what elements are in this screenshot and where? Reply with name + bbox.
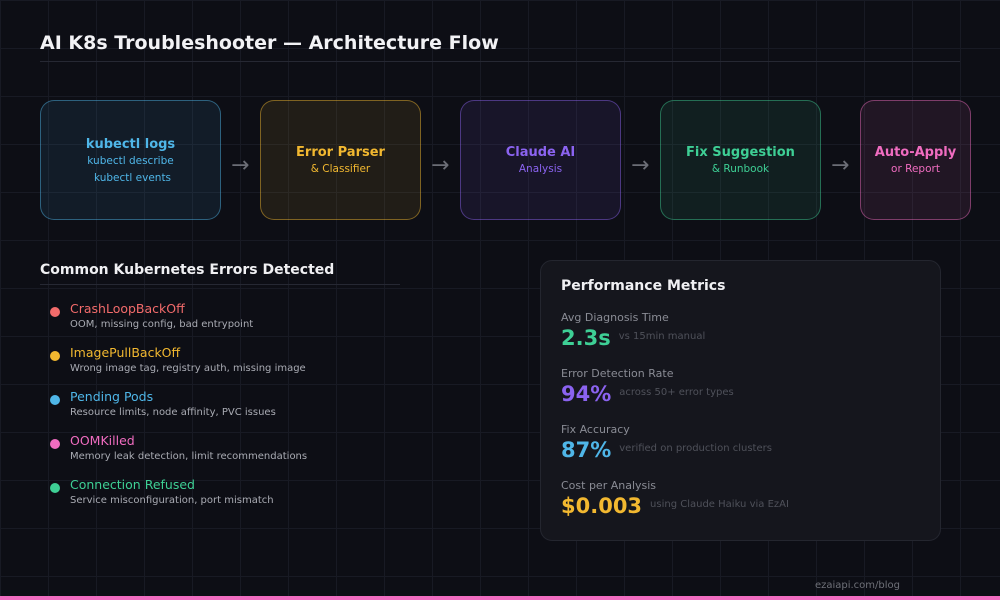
metric-label: Avg Diagnosis Time bbox=[561, 311, 669, 324]
arrow-icon: → bbox=[431, 153, 450, 178]
accent-bar bbox=[0, 596, 1000, 600]
status-dot-icon bbox=[50, 395, 60, 405]
metric: Cost per Analysis $0.003 using Claude Haik… bbox=[561, 479, 789, 518]
error-desc: OOM, missing config, bad entrypoint bbox=[70, 319, 254, 330]
metric-caption: across 50+ error types bbox=[619, 387, 734, 398]
error-name: ImagePullBackOff bbox=[70, 345, 181, 360]
flow-box-title: Auto-Apply bbox=[874, 145, 957, 160]
flow-box-line: & Runbook bbox=[711, 163, 770, 175]
metric-label: Fix Accuracy bbox=[561, 423, 630, 436]
flow-box-error-parser: Error Parser & Classifier bbox=[260, 100, 421, 220]
flow-box-title: Error Parser bbox=[296, 145, 385, 160]
metric: Avg Diagnosis Time 2.3s vs 15min manual bbox=[561, 311, 705, 350]
flow-box-line: or Report bbox=[891, 163, 940, 175]
error-name: Connection Refused bbox=[70, 477, 195, 492]
flow-box-fix-suggestion: Fix Suggestion & Runbook bbox=[660, 100, 821, 220]
performance-metrics-card: Performance Metrics Avg Diagnosis Time 2.… bbox=[540, 260, 941, 541]
error-desc: Resource limits, node affinity, PVC issu… bbox=[70, 407, 276, 418]
page-title: AI K8s Troubleshooter — Architecture Flo… bbox=[40, 32, 499, 54]
error-name: CrashLoopBackOff bbox=[70, 301, 185, 316]
error-desc: Wrong image tag, registry auth, missing … bbox=[70, 363, 306, 374]
metric-label: Cost per Analysis bbox=[561, 479, 657, 492]
flow-box-line: kubectl describe bbox=[87, 154, 174, 167]
error-name: OOMKilled bbox=[70, 433, 135, 448]
metric-value: 94% bbox=[561, 382, 612, 406]
metric-value: 2.3s bbox=[561, 326, 611, 350]
flow-box-line: kubectl events bbox=[93, 171, 172, 184]
status-dot-icon bbox=[50, 307, 60, 317]
divider bbox=[40, 61, 960, 62]
errors-section-title: Common Kubernetes Errors Detected bbox=[40, 262, 335, 278]
metric-label: Error Detection Rate bbox=[561, 367, 674, 380]
metric-caption: vs 15min manual bbox=[618, 331, 706, 342]
flow-box-kubectl: kubectl logs kubectl describe kubectl ev… bbox=[40, 100, 221, 220]
metric-caption: verified on production clusters bbox=[619, 443, 772, 454]
footer-link[interactable]: ezaiapi.com/blog bbox=[814, 580, 900, 591]
status-dot-icon bbox=[50, 483, 60, 493]
flow-box-line: Analysis bbox=[518, 163, 563, 175]
flow-box-claude-ai: Claude AI Analysis bbox=[460, 100, 621, 220]
status-dot-icon bbox=[50, 439, 60, 449]
flow-box-line: & Classifier bbox=[310, 163, 371, 175]
flow-box-title: Fix Suggestion bbox=[686, 145, 795, 160]
metric-value: $0.003 bbox=[561, 494, 643, 518]
metric: Fix Accuracy 87% verified on production cl… bbox=[561, 423, 772, 462]
divider bbox=[40, 284, 400, 285]
metric-value: 87% bbox=[561, 438, 612, 462]
arrow-icon: → bbox=[231, 153, 250, 178]
arrow-icon: → bbox=[831, 153, 850, 178]
flow-box-title: kubectl logs bbox=[85, 136, 176, 152]
metric-caption: using Claude Haiku via EzAI bbox=[650, 499, 789, 510]
metrics-title: Performance Metrics bbox=[561, 278, 726, 294]
arrow-icon: → bbox=[631, 153, 650, 178]
error-desc: Service misconfiguration, port mismatch bbox=[70, 495, 274, 506]
metric: Error Detection Rate 94% across 50+ error … bbox=[561, 367, 734, 406]
flow-box-auto-apply: Auto-Apply or Report bbox=[860, 100, 971, 220]
flow-box-title: Claude AI bbox=[505, 145, 576, 160]
error-desc: Memory leak detection, limit recommendat… bbox=[70, 451, 308, 462]
status-dot-icon bbox=[50, 351, 60, 361]
error-name: Pending Pods bbox=[70, 389, 154, 404]
